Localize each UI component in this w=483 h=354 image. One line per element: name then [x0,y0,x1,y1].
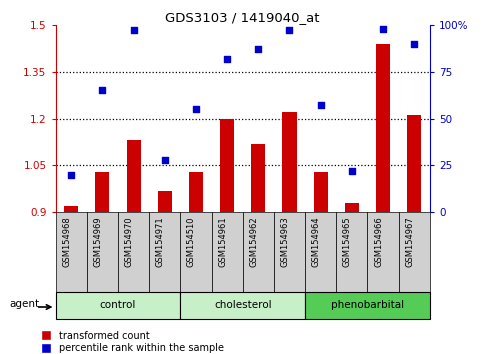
Bar [87,212,118,292]
Text: GSM154967: GSM154967 [405,216,414,267]
Text: GSM154969: GSM154969 [93,216,102,267]
Text: GSM154963: GSM154963 [281,216,289,267]
Bar [368,212,398,292]
Point [317,103,325,108]
Point [285,28,293,33]
Text: GSM154964: GSM154964 [312,216,321,267]
Bar [189,172,203,212]
Text: GSM154970: GSM154970 [125,216,133,267]
Bar [56,292,180,319]
Text: GSM154965: GSM154965 [343,216,352,267]
Bar [376,44,390,212]
Bar [127,141,141,212]
Text: GSM154510: GSM154510 [187,216,196,267]
Bar [407,115,421,212]
Text: agent: agent [10,299,40,309]
Point [129,28,137,33]
Bar [220,119,234,212]
Point [67,172,75,178]
Bar [118,212,149,292]
Point [223,56,231,61]
Bar [180,292,305,319]
Bar [305,292,430,319]
Bar [56,212,87,292]
Point [348,168,356,174]
Point [411,41,418,46]
Title: GDS3103 / 1419040_at: GDS3103 / 1419040_at [166,11,320,24]
Point [255,46,262,52]
Bar [212,212,242,292]
Text: GSM154962: GSM154962 [249,216,258,267]
Text: GSM154971: GSM154971 [156,216,165,267]
Point [99,87,106,93]
Text: cholesterol: cholesterol [214,300,271,310]
Bar [345,203,359,212]
Bar [398,212,430,292]
Bar [283,112,297,212]
Point [192,106,200,112]
Text: GSM154968: GSM154968 [62,216,71,267]
Bar [251,144,265,212]
Bar [180,212,212,292]
Text: phenobarbital: phenobarbital [331,300,404,310]
Bar [305,212,336,292]
Bar [336,212,368,292]
Text: GSM154961: GSM154961 [218,216,227,267]
Text: GSM154966: GSM154966 [374,216,383,267]
Bar [149,212,180,292]
Point [379,26,387,32]
Text: control: control [100,300,136,310]
Bar [313,172,327,212]
Bar [242,212,274,292]
Legend: transformed count, percentile rank within the sample: transformed count, percentile rank withi… [36,331,224,353]
Bar [95,172,109,212]
Bar [158,190,172,212]
Bar [64,206,78,212]
Bar [274,212,305,292]
Point [161,157,169,163]
